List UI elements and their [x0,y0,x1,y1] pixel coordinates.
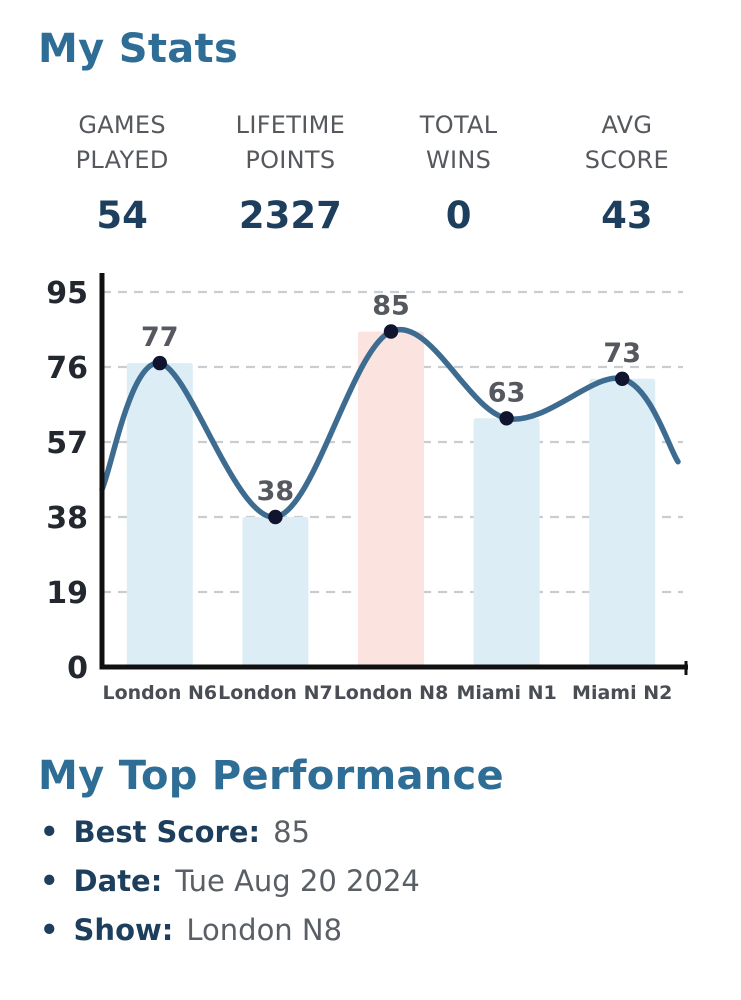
svg-text:77: 77 [141,322,179,353]
item-label: Date: [73,863,163,898]
stat-games-played: GAMES PLAYED 54 [38,108,206,237]
svg-text:76: 76 [46,351,88,386]
stat-label: TOTAL WINS [419,111,498,174]
svg-text:38: 38 [257,476,295,507]
performance-chart: 0 19 38 57 76 95 77 38 85 63 73 London N6 London N7 L… [46,272,688,704]
page-title: My Stats [38,26,239,72]
stat-label: LIFETIME POINTS [235,111,346,174]
item-value: Tue Aug 20 2024 [175,863,420,898]
list-item-best-score: • Best Score: 85 [40,815,711,849]
bullet-icon: • [40,863,59,898]
bullet-icon: • [40,912,59,947]
stat-value: 0 [445,193,472,237]
svg-text:0: 0 [67,651,88,686]
svg-text:38: 38 [46,501,88,536]
score-chart-container: 0 19 38 57 76 95 77 38 85 63 73 London N6 London N7 L… [38,267,711,713]
stat-label: GAMES PLAYED [75,111,169,174]
top-performance-title: My Top Performance [38,752,504,799]
item-value: London N8 [186,912,343,947]
svg-text:Miami N2: Miami N2 [572,682,672,704]
item-label: Show: [73,912,174,947]
stat-value: 2327 [238,193,342,237]
top-performance-list: • Best Score: 85 • Date: Tue Aug 20 2024… [38,815,711,947]
bullet-icon: • [40,814,59,849]
item-label: Best Score: [73,814,261,849]
stat-lifetime-points: LIFETIME POINTS 2327 [206,108,374,237]
stat-total-wins: TOTAL WINS 0 [375,108,543,237]
svg-text:85: 85 [372,290,410,321]
svg-text:63: 63 [488,377,526,408]
svg-text:Miami N1: Miami N1 [456,682,556,704]
stats-page: My Stats GAMES PLAYED 54 LIFETIME POINTS… [38,26,711,947]
svg-text:73: 73 [603,337,641,368]
stat-value: 54 [96,193,148,237]
svg-text:London N8: London N8 [334,682,449,704]
stats-summary-row: GAMES PLAYED 54 LIFETIME POINTS 2327 TOT… [38,108,711,237]
stat-value: 43 [601,193,653,237]
svg-text:19: 19 [46,576,88,611]
svg-text:57: 57 [46,426,88,461]
stat-label: AVG SCORE [584,111,669,174]
stat-avg-score: AVG SCORE 43 [543,108,711,237]
svg-text:London N7: London N7 [218,682,333,704]
svg-text:London N6: London N6 [102,682,217,704]
list-item-show: • Show: London N8 [40,913,711,947]
item-value: 85 [273,814,311,849]
list-item-date: • Date: Tue Aug 20 2024 [40,864,711,898]
svg-text:95: 95 [46,276,88,311]
